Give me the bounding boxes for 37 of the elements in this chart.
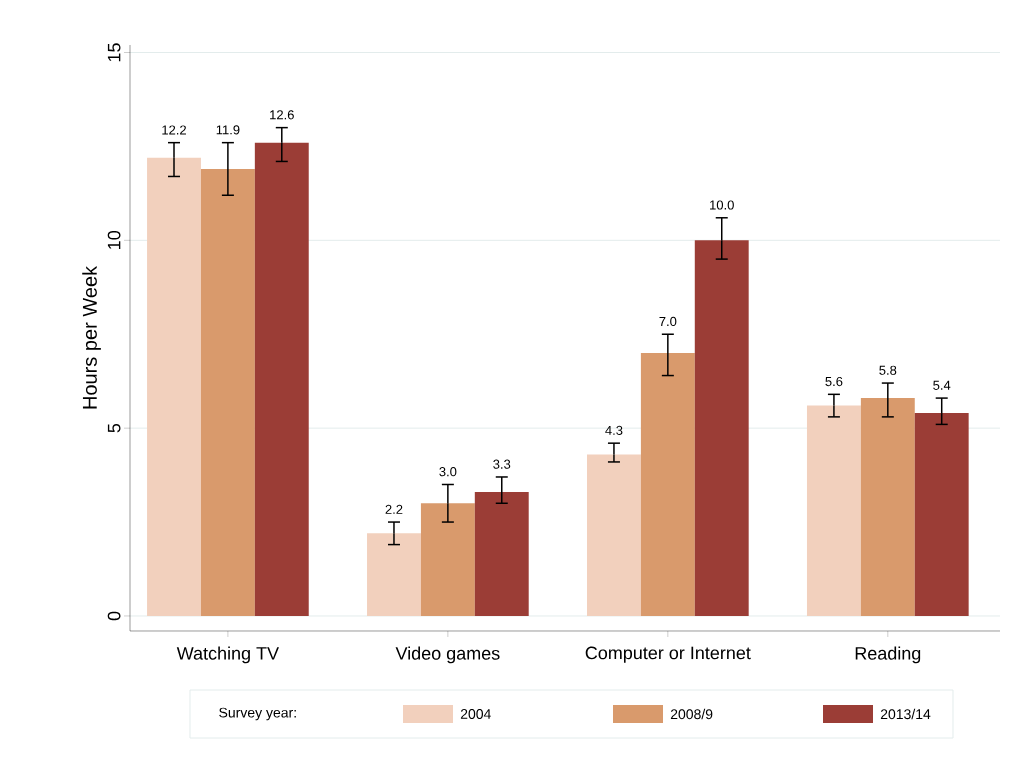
legend-label: 2008/9: [670, 708, 713, 720]
bar: [200, 168, 255, 616]
legend-label: 2004: [460, 709, 491, 719]
bar: [694, 240, 749, 616]
x-tick-label: Computer or Internet: [585, 646, 751, 663]
data-label: 12.6: [270, 110, 294, 120]
bar: [860, 398, 915, 616]
bar: [474, 492, 529, 616]
bar: [914, 413, 969, 616]
data-label: 3.0: [439, 467, 457, 477]
y-tick-label: 15: [107, 43, 121, 62]
y-tick-label: 10: [107, 231, 121, 249]
data-label: 5.8: [879, 365, 897, 375]
data-label: 11.9: [216, 125, 240, 135]
data-label: 12.2: [162, 125, 186, 135]
bar: [587, 454, 641, 616]
data-label: 5.4: [933, 380, 951, 390]
data-label: 10.0: [710, 200, 734, 210]
bar: [640, 353, 695, 616]
bar: [147, 157, 201, 616]
y-tick-label: 5: [107, 423, 121, 433]
data-label: 5.6: [825, 376, 843, 387]
data-label: 7.0: [659, 316, 677, 327]
y-tick-label: 0: [107, 611, 121, 621]
data-label: 4.3: [605, 425, 623, 435]
x-tick-label: Video games: [395, 646, 500, 664]
bar: [420, 503, 475, 616]
y-axis-title: Hours per Week: [82, 265, 101, 409]
bar: [806, 405, 861, 616]
x-tick-label: Watching TV: [176, 646, 279, 664]
data-label: 2.2: [385, 504, 403, 514]
legend-title: Survey year:: [219, 707, 296, 721]
bar: [367, 533, 421, 616]
x-tick-label: Reading: [855, 646, 921, 664]
bar: [254, 142, 309, 616]
data-label: 3.3: [493, 459, 511, 469]
legend-label: 2013/14: [880, 708, 931, 720]
